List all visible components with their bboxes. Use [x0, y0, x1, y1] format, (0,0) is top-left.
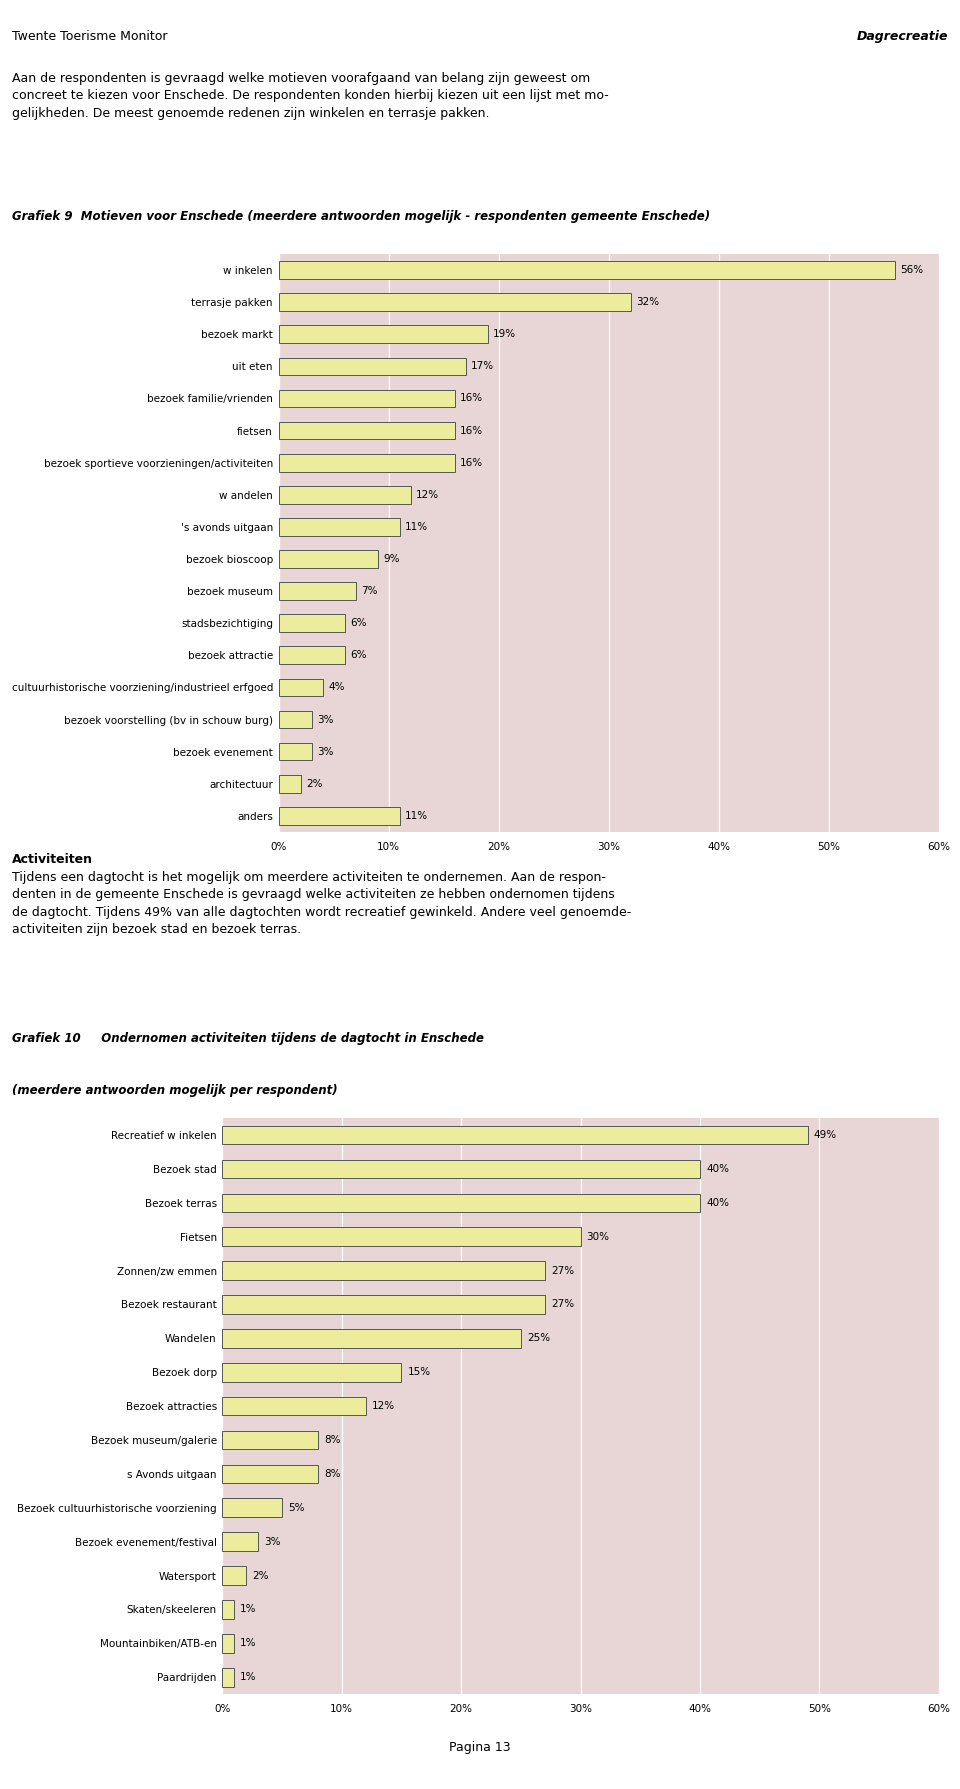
Bar [278, 807, 399, 825]
Text: 12%: 12% [416, 490, 440, 499]
Bar [278, 678, 323, 696]
Bar [278, 775, 300, 793]
Text: 3%: 3% [317, 714, 333, 725]
Text: 6%: 6% [350, 619, 367, 628]
Bar [223, 1295, 544, 1313]
Text: 7%: 7% [361, 587, 377, 596]
Text: 56%: 56% [900, 265, 924, 276]
Text: 8%: 8% [324, 1435, 341, 1446]
Text: Pagina 13: Pagina 13 [449, 1741, 511, 1755]
Bar [223, 1193, 700, 1213]
Bar [223, 1465, 318, 1483]
Text: 32%: 32% [636, 297, 660, 308]
Text: 11%: 11% [405, 810, 428, 821]
Text: Dagrecreatie: Dagrecreatie [857, 30, 948, 43]
Text: 11%: 11% [405, 522, 428, 531]
Bar [223, 1431, 318, 1449]
Bar [278, 358, 466, 376]
Bar [223, 1125, 807, 1145]
Bar [278, 614, 345, 632]
Bar [278, 519, 399, 535]
Text: Grafiek 10     Ondernomen activiteiten tijdens de dagtocht in Enschede: Grafiek 10 Ondernomen activiteiten tijde… [12, 1032, 484, 1045]
Text: 8%: 8% [324, 1469, 341, 1480]
Bar [278, 390, 455, 408]
Text: 19%: 19% [493, 329, 516, 340]
Text: Twente Toerisme Monitor: Twente Toerisme Monitor [12, 30, 167, 43]
Bar [278, 293, 631, 311]
Text: Aan de respondenten is gevraagd welke motieven voorafgaand van belang zijn gewee: Aan de respondenten is gevraagd welke mo… [12, 72, 609, 120]
Text: (meerdere antwoorden mogelijk per respondent): (meerdere antwoorden mogelijk per respon… [12, 1084, 337, 1097]
Text: 4%: 4% [328, 682, 345, 692]
Bar [223, 1227, 581, 1247]
Text: Tijdens een dagtocht is het mogelijk om meerdere activiteiten te ondernemen. Aan: Tijdens een dagtocht is het mogelijk om … [12, 853, 631, 936]
Bar [223, 1633, 234, 1653]
Text: 6%: 6% [350, 651, 367, 660]
Bar [223, 1261, 544, 1279]
Text: Activiteiten: Activiteiten [12, 853, 92, 866]
Bar [223, 1499, 282, 1517]
Text: 1%: 1% [240, 1673, 256, 1682]
Text: 40%: 40% [706, 1199, 729, 1208]
Bar [223, 1397, 366, 1415]
Text: 16%: 16% [460, 458, 483, 467]
Bar [278, 646, 345, 664]
Bar [278, 422, 455, 440]
Text: 5%: 5% [288, 1503, 304, 1513]
Bar [278, 551, 377, 567]
Text: 2%: 2% [252, 1571, 269, 1581]
Text: 40%: 40% [706, 1165, 729, 1174]
Text: 25%: 25% [527, 1333, 550, 1344]
Bar [223, 1599, 234, 1619]
Bar [278, 326, 488, 343]
Bar [223, 1159, 700, 1179]
Text: 49%: 49% [813, 1131, 836, 1140]
Text: 2%: 2% [306, 778, 323, 789]
Bar [278, 710, 312, 728]
Text: 1%: 1% [240, 1639, 256, 1648]
Text: 27%: 27% [551, 1299, 574, 1310]
Bar [223, 1565, 246, 1585]
Bar [223, 1667, 234, 1687]
Text: 15%: 15% [407, 1367, 431, 1378]
Bar [278, 487, 411, 504]
Text: 17%: 17% [471, 361, 494, 372]
Bar [278, 261, 895, 279]
Bar [278, 581, 355, 599]
Text: 27%: 27% [551, 1265, 574, 1276]
Bar [278, 454, 455, 472]
Text: Grafiek 9  Motieven voor Enschede (meerdere antwoorden mogelijk - respondenten g: Grafiek 9 Motieven voor Enschede (meerde… [12, 209, 709, 224]
Bar [223, 1533, 258, 1551]
Text: 16%: 16% [460, 394, 483, 404]
Bar [278, 742, 312, 760]
Bar [223, 1363, 401, 1381]
Text: 3%: 3% [317, 746, 333, 757]
Text: 16%: 16% [460, 426, 483, 435]
Bar [223, 1329, 521, 1347]
Text: 9%: 9% [383, 555, 399, 564]
Text: 3%: 3% [264, 1537, 280, 1547]
Text: 1%: 1% [240, 1605, 256, 1614]
Text: 30%: 30% [587, 1231, 610, 1242]
Text: 12%: 12% [372, 1401, 395, 1412]
